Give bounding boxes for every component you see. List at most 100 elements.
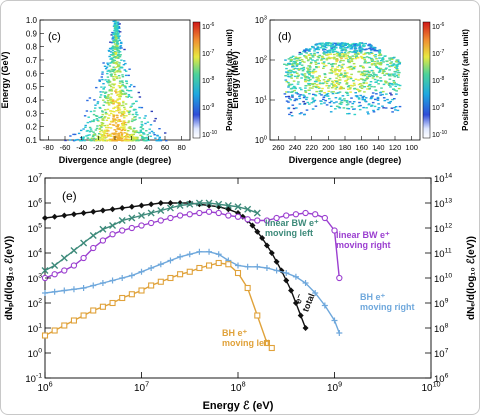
- panel-c-heat-cell: [120, 47, 123, 49]
- panel-c-heat-cell: [124, 87, 127, 89]
- panel-d-heat-cell: [335, 105, 339, 107]
- series-2-marker: [99, 237, 107, 244]
- panel-d-heat-cell: [307, 54, 311, 56]
- panel-d-heat-cell: [324, 44, 327, 46]
- panel-c-heat-cell: [101, 113, 104, 116]
- panel-d-heat-cell: [332, 58, 336, 60]
- panel-d-heat-cell: [290, 74, 293, 76]
- panel-d-heat-cell: [323, 94, 327, 97]
- panel-d-heat-cell: [296, 57, 299, 60]
- series-1-marker: [224, 202, 232, 209]
- panel-d-heat-cell: [328, 85, 331, 87]
- panel-c-heat-cell: [125, 70, 128, 72]
- panel-c-heat-cell: [111, 70, 115, 73]
- panel-c-heat-cell: [116, 98, 120, 100]
- panel-d-heat-cell: [388, 82, 392, 85]
- panel-d-heat-cell: [331, 44, 335, 46]
- panel-d-heat-cell: [394, 85, 397, 87]
- panel-c-heat-cell: [115, 130, 118, 132]
- series-0-marker: [90, 208, 97, 215]
- panel-c-heat-cell: [120, 67, 124, 69]
- panel-d-heat-cell: [306, 101, 310, 104]
- panel-d-heat-cell: [387, 74, 391, 77]
- panel-d-heat-cell: [328, 77, 332, 80]
- panel-d-heat-cell: [330, 83, 333, 85]
- panel-d-heat-cell: [356, 43, 360, 46]
- panel-c-heat-cell: [108, 47, 112, 50]
- panel-d-heat-cell: [391, 111, 394, 113]
- panel-d-heat-cell: [383, 55, 386, 57]
- panel-c-heat-cell: [131, 120, 134, 122]
- panel-e-ylabel-left: dNₚ/d(log₁₀ ℰ(eV)): [4, 236, 15, 321]
- panel-d-heat-cell: [372, 109, 375, 112]
- panel-d-heat-cell: [369, 97, 373, 100]
- panel-d-heat-cell: [338, 44, 342, 46]
- panel-d-heat-cell: [350, 60, 353, 62]
- panel-d-heat-cell: [284, 75, 287, 77]
- panel-d-heat-cell: [343, 70, 347, 72]
- panel-d-x-tick-label: 160: [355, 143, 368, 152]
- panel-c-heat-cell: [128, 110, 132, 112]
- series-2-marker: [51, 271, 58, 278]
- panel-c-heat-cell: [110, 140, 113, 142]
- panel-c-heat-cell: [114, 100, 117, 102]
- panel-d-heat-cell: [349, 56, 352, 58]
- panel-d-heat-cell: [293, 58, 296, 60]
- panel-d-heat-cell: [365, 56, 369, 58]
- panel-c-heat-cell: [99, 94, 103, 96]
- panel-d-heat-cell: [289, 60, 293, 62]
- panel-d-y-tick-label: 102: [255, 55, 267, 65]
- panel-d-heat-cell: [290, 115, 294, 117]
- panel-d-heat-cell: [317, 78, 320, 80]
- panel-c-heat-cell: [82, 136, 85, 138]
- panel-c-heat-cell: [85, 135, 88, 137]
- panel-d-heat-cell: [300, 73, 304, 75]
- series-3-marker: [177, 253, 184, 260]
- panel-d-heat-cell: [360, 84, 364, 87]
- panel-d-heat-cell: [389, 57, 393, 59]
- panel-c-heat-cell: [145, 136, 149, 139]
- panel-d-heat-cell: [392, 74, 395, 77]
- panel-d-heat-cell: [288, 63, 291, 65]
- panel-c-heat-cell: [112, 53, 115, 55]
- series-0-marker: [283, 277, 290, 284]
- panel-c-heat-cell: [111, 45, 115, 47]
- panel-c-heat-cell: [95, 127, 99, 130]
- panel-c-heat-cell: [125, 115, 128, 117]
- panel-c-heat-cell: [127, 74, 130, 77]
- panel-c-heat-cell: [118, 70, 122, 72]
- panel-d-heat-cell: [393, 73, 397, 75]
- panel-c-heat-cell: [119, 94, 122, 96]
- panel-d-heat-cell: [376, 50, 379, 52]
- panel-c-heat-cell: [128, 85, 131, 88]
- panel-c-heat-cell: [101, 122, 105, 124]
- panel-d-heat-cell: [317, 62, 320, 65]
- series-3-marker: [138, 268, 145, 275]
- panel-d-heat-cell: [334, 50, 338, 53]
- panel-d-heat-cell: [378, 63, 382, 66]
- panel-c-heat-cell: [101, 110, 104, 112]
- panel-c-heat-cell: [98, 128, 101, 130]
- series-2-marker: [80, 254, 87, 262]
- panel-d-heat-cell: [291, 64, 294, 66]
- panel-c-heat-cell: [119, 31, 122, 33]
- panel-d-heat-cell: [365, 52, 369, 54]
- panel-e-y-tick-label-left: 107: [28, 173, 43, 185]
- panel-c-colorbar-tick-label: 10-9: [202, 103, 214, 112]
- panel-d-heat-cell: [291, 96, 294, 98]
- panel-c-heat-cell: [117, 36, 120, 38]
- panel-d-heat-cell: [391, 84, 394, 86]
- panel-c-heat-cell: [111, 49, 115, 51]
- panel-d-heat-cell: [338, 79, 342, 81]
- panel-c-heat-cell: [119, 46, 122, 48]
- panel-d-heat-cell: [309, 53, 313, 55]
- panel-c-heat-cell: [124, 124, 128, 126]
- panel-d-heat-cell: [370, 60, 374, 62]
- panel-c-heat-cell: [99, 133, 102, 135]
- panel-c-heat-cell: [92, 113, 96, 116]
- series-3-marker: [283, 270, 290, 276]
- panel-d-heat-cell: [397, 84, 400, 86]
- panel-d-heat-cell: [327, 90, 331, 92]
- panel-d-heat-cell: [346, 107, 349, 110]
- panel-d-heat-cell: [318, 75, 321, 77]
